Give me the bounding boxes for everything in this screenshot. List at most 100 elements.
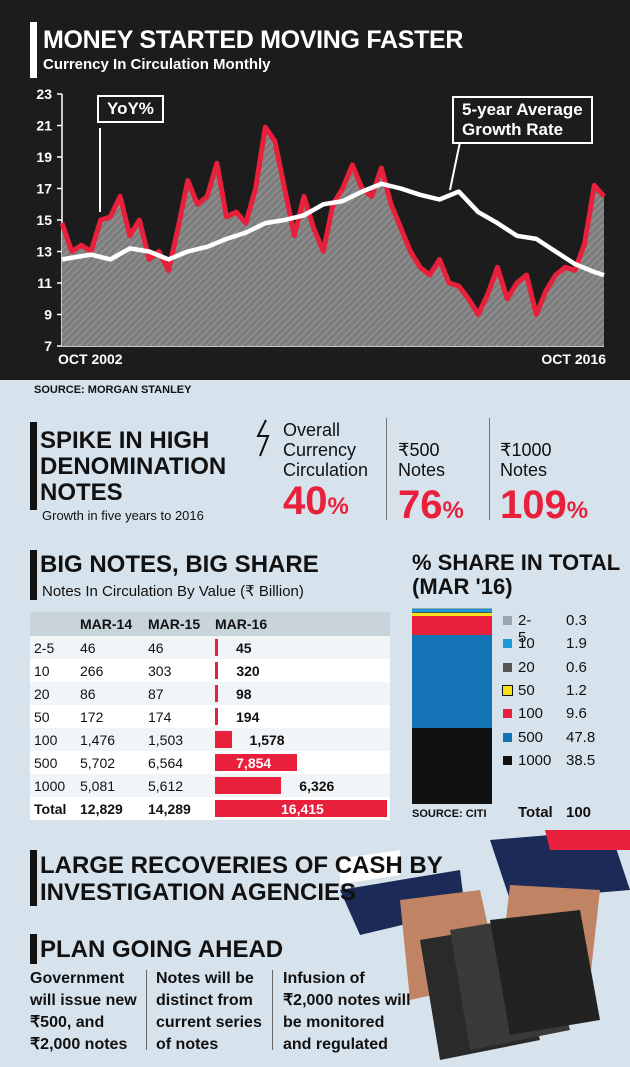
legend-swatch — [503, 639, 512, 649]
cell-mar15: 14,289 — [148, 801, 191, 817]
yoy-callout: YoY% — [97, 95, 164, 123]
value-bar — [215, 639, 218, 656]
legend-label: 20 — [518, 658, 535, 676]
column-header: MAR-14 — [80, 616, 133, 632]
y-tick-label: 23 — [36, 86, 52, 102]
stat-unit: % — [327, 493, 349, 520]
avg-callout-line2: Growth Rate — [462, 120, 564, 139]
stat-unit: % — [442, 497, 464, 524]
cell-mar14: 1,476 — [80, 732, 116, 748]
value-bar — [215, 731, 232, 748]
row-label: 500 — [34, 755, 58, 771]
currency-chart-panel: MONEY STARTED MOVING FASTER Currency In … — [0, 0, 630, 380]
column-header: MAR-16 — [215, 616, 268, 632]
notes-table: MAR-14 MAR-15 MAR-16 2-5 46 46 45 10 266 303 320 20… — [30, 612, 390, 820]
value-bar — [215, 800, 387, 817]
plan-line: ₹2,000 notes will — [283, 992, 411, 1009]
stat-number: 40 — [283, 479, 328, 523]
recover-accent-bar — [30, 850, 37, 906]
chart-source: SOURCE: MORGAN STANLEY — [34, 384, 192, 396]
y-tick-label: 7 — [44, 338, 52, 354]
value-bar — [215, 754, 298, 771]
chart-subtitle: Currency In Circulation Monthly — [43, 56, 271, 73]
row-label: 50 — [34, 709, 50, 725]
stat-number: 109 — [500, 483, 567, 527]
y-tick-label: 11 — [37, 275, 52, 291]
legend-swatch — [502, 684, 513, 696]
legend-value: 0.3 — [566, 612, 587, 629]
legend-label: 1000 — [518, 751, 552, 769]
stack-segment — [412, 608, 492, 613]
recoveries-title: LARGE RECOVERIES OF CASH BY INVESTIGATIO… — [40, 852, 443, 906]
legend-value: 0.6 — [566, 658, 587, 676]
row-label: 10 — [34, 663, 50, 679]
legend-total-label: Total — [518, 804, 553, 821]
plan-line: ₹500, and — [30, 1014, 105, 1031]
share-title: % SHARE IN TOTAL (MAR '16) — [412, 550, 620, 599]
stat-label: Currency — [283, 440, 357, 460]
plan-col-1: Government will issue new ₹500, and ₹2,0… — [30, 968, 137, 1056]
stat-value: 109% — [500, 484, 588, 532]
line-chart: 7 9 11 13 15 17 19 21 23 OCT 2002 OCT 2016 — [36, 86, 606, 367]
y-tick-label: 21 — [36, 118, 52, 134]
cell-mar15: 303 — [148, 663, 172, 679]
table-row: 20 86 87 98 — [30, 682, 390, 705]
table-subtitle: Notes In Circulation By Value (₹ Billion… — [42, 583, 304, 600]
cell-mar15: 46 — [148, 640, 164, 656]
cell-mar14: 5,702 — [80, 755, 116, 771]
title-accent-bar — [30, 22, 37, 78]
plan-line: Notes will be — [156, 970, 254, 987]
spike-title: SPIKE IN HIGH DENOMINATION NOTES — [40, 428, 250, 506]
legend-label: 2-5 — [518, 612, 532, 646]
cell-mar14: 266 — [80, 663, 104, 679]
stat-label: Notes — [398, 460, 446, 480]
stat-overall: Overall Currency Circulation 40% — [283, 420, 368, 528]
cell-mar14: 172 — [80, 709, 104, 725]
divider — [386, 418, 387, 520]
cell-mar16: 16,415 — [281, 801, 324, 817]
legend-value: 47.8 — [566, 728, 596, 746]
value-bar — [215, 662, 219, 679]
cell-mar15: 87 — [148, 686, 164, 702]
spike-section: SPIKE IN HIGH DENOMINATION NOTES Growth … — [0, 400, 630, 530]
y-tick-label: 9 — [44, 307, 52, 323]
divider — [489, 418, 490, 520]
plan-line: and regulated — [283, 1036, 388, 1053]
spike-title-line: NOTES — [40, 479, 123, 506]
plan-line: of notes — [156, 1036, 219, 1053]
legend-value: 1.9 — [566, 635, 587, 653]
plan-col-3: Infusion of ₹2,000 notes will be monitor… — [283, 968, 411, 1056]
x-tick-label: OCT 2002 — [58, 351, 123, 367]
legend-swatch — [503, 616, 512, 625]
plan-line: current series — [156, 1014, 262, 1031]
plan-line: be monitored — [283, 1014, 385, 1031]
spike-title-line: SPIKE IN HIGH — [40, 427, 210, 454]
cell-mar15: 6,564 — [148, 755, 184, 771]
chart-title: MONEY STARTED MOVING FASTER — [43, 26, 464, 54]
table-row: 50 172 174 194 — [30, 705, 390, 728]
row-label: 100 — [34, 732, 58, 748]
legend-swatch — [503, 709, 512, 719]
cell-mar15: 1,503 — [148, 732, 184, 748]
stat-500: ₹500 Notes 76% — [398, 440, 464, 532]
y-tick-label: 17 — [36, 181, 52, 197]
cell-mar15: 174 — [148, 709, 172, 725]
stat-label: ₹500 — [398, 440, 440, 460]
value-bar — [215, 708, 218, 725]
stat-1000: ₹1000 Notes 109% — [500, 440, 588, 532]
stack-segment — [412, 634, 492, 729]
stat-label: ₹1000 — [500, 440, 552, 460]
plan-col-2: Notes will be distinct from current seri… — [156, 968, 262, 1056]
plan-accent-bar — [30, 934, 37, 964]
stack-segment — [412, 728, 492, 804]
table-row: 500 5,702 6,564 7,854 — [30, 751, 390, 774]
lightning-icon — [256, 419, 270, 457]
legend-value: 1.2 — [566, 681, 587, 699]
legend-label: 100 — [518, 705, 544, 723]
yoy-area — [62, 127, 604, 346]
plan-title: PLAN GOING AHEAD — [40, 936, 284, 963]
legend-label: 50 — [518, 681, 535, 699]
plan-line: distinct from — [156, 992, 253, 1009]
stat-label: Overall — [283, 420, 341, 440]
stack-segment — [412, 608, 492, 609]
